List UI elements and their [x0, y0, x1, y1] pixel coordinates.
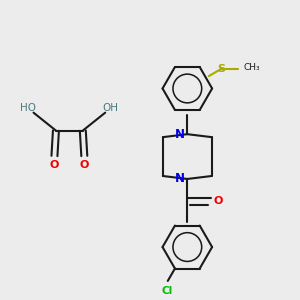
- Text: OH: OH: [103, 103, 118, 113]
- Text: O: O: [50, 160, 59, 170]
- Text: O: O: [80, 160, 89, 170]
- Text: Cl: Cl: [161, 286, 173, 296]
- Text: S: S: [217, 64, 225, 74]
- Text: N: N: [175, 172, 185, 185]
- Text: O: O: [214, 196, 224, 206]
- Text: N: N: [175, 128, 185, 141]
- Text: CH₃: CH₃: [244, 63, 260, 72]
- Text: HO: HO: [20, 103, 36, 113]
